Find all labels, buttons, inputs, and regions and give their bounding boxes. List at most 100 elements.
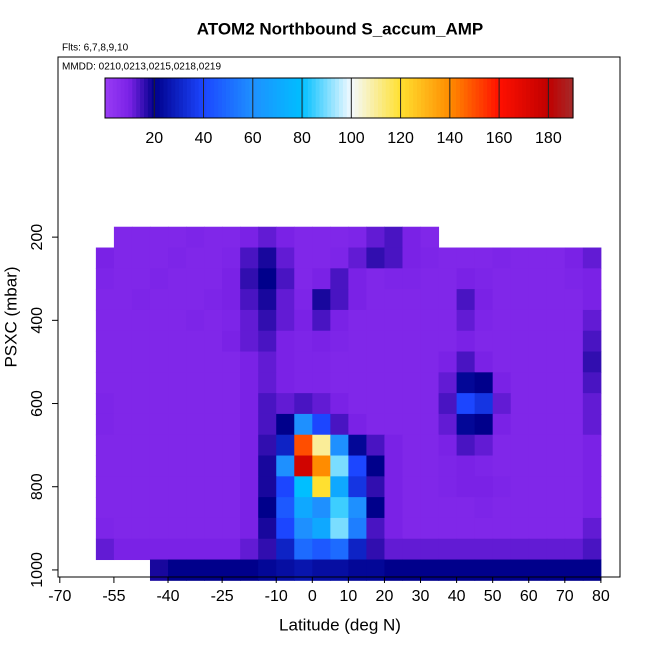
heatmap-cell	[384, 517, 403, 540]
colorbar-tick-label: 40	[195, 130, 213, 147]
colorbar-segment	[136, 78, 141, 118]
heatmap-cell	[582, 538, 602, 561]
colorbar-segment	[436, 78, 441, 118]
x-tick-label: -25	[211, 588, 234, 605]
colorbar-segment	[155, 78, 161, 118]
heatmap-cell	[240, 247, 259, 269]
heatmap-cell	[168, 226, 187, 249]
heatmap-cell	[276, 559, 295, 581]
heatmap-cell	[546, 559, 566, 581]
x-tick-label: -10	[265, 588, 288, 605]
heatmap-cell	[528, 247, 548, 269]
colorbar-segment	[541, 78, 547, 118]
heatmap-cell	[402, 247, 422, 269]
heatmap-cell	[186, 351, 205, 373]
colorbar-segment	[440, 78, 445, 118]
heatmap-cell	[510, 330, 530, 353]
heatmap-cell	[149, 455, 169, 477]
colorbar-segment	[276, 78, 282, 118]
heatmap-cell	[149, 309, 169, 332]
heatmap-cell	[312, 226, 331, 249]
heatmap-cell	[204, 351, 223, 373]
heatmap-cell	[546, 538, 566, 561]
heatmap-cell	[384, 434, 403, 457]
heatmap-cell	[330, 538, 349, 561]
heatmap-cell	[348, 247, 367, 269]
colorbar-segment	[565, 78, 570, 118]
heatmap-cell	[294, 538, 313, 561]
heatmap-cell	[546, 351, 566, 373]
heatmap-cell	[131, 309, 151, 332]
heatmap-cell	[546, 455, 566, 477]
heatmap-cell	[546, 330, 566, 353]
heatmap-cell	[564, 455, 584, 477]
heatmap-cell	[258, 351, 277, 373]
heatmap-cell	[222, 309, 241, 332]
heatmap-cell	[546, 413, 566, 436]
heatmap-cell	[402, 538, 422, 561]
x-tick-label: 30	[412, 588, 430, 605]
heatmap-cell	[456, 497, 476, 519]
colorbar-segment	[233, 78, 239, 118]
heatmap-cell	[456, 268, 476, 290]
heatmap-cell	[402, 268, 422, 290]
heatmap-cell	[438, 393, 458, 415]
colorbar-segment	[518, 78, 523, 118]
heatmap-cell	[131, 247, 151, 269]
heatmap-cell	[240, 538, 259, 561]
heatmap-cell	[528, 289, 548, 311]
heatmap-cell	[312, 247, 331, 269]
heatmap-cell	[222, 413, 241, 436]
heatmap-cell	[474, 247, 494, 269]
heatmap-cell	[95, 247, 115, 269]
heatmap-cell	[312, 351, 331, 373]
heatmap-cell	[95, 289, 115, 311]
colorbar-segment	[506, 78, 512, 118]
heatmap-cell	[186, 289, 205, 311]
heatmap-cell	[438, 247, 458, 269]
heatmap-cell	[222, 497, 241, 519]
heatmap-cell	[402, 330, 422, 353]
heatmap-cell	[131, 413, 151, 436]
heatmap-cell	[186, 309, 205, 332]
colorbar-segment	[530, 78, 535, 118]
heatmap-cell	[168, 393, 187, 415]
heatmap-cell	[186, 559, 205, 581]
heatmap-cell	[95, 268, 115, 290]
colorbar-segment	[175, 78, 180, 118]
heatmap-cell	[546, 247, 566, 269]
x-tick-label: 20	[376, 588, 394, 605]
heatmap-cell	[186, 413, 205, 436]
heatmap-cell	[546, 434, 566, 457]
heatmap-cell	[402, 413, 422, 436]
heatmap-cell	[546, 393, 566, 415]
heatmap-cell	[149, 538, 169, 561]
heatmap-cell	[564, 413, 584, 436]
colorbar-segment	[186, 78, 192, 118]
heatmap-cell	[294, 476, 313, 498]
colorbar-segment	[261, 78, 266, 118]
heatmap-cell	[294, 351, 313, 373]
heatmap-cell	[420, 559, 440, 581]
heatmap-cell	[95, 330, 115, 353]
heatmap-cell	[528, 393, 548, 415]
heatmap-cell	[95, 455, 115, 477]
heatmap-cell	[438, 434, 458, 457]
heatmap-cell	[222, 289, 241, 311]
colorbar-segment	[378, 78, 383, 118]
heatmap-cell	[402, 289, 422, 311]
heatmap-cell	[258, 455, 277, 477]
heatmap-cell	[131, 226, 151, 249]
heatmap-cell	[492, 413, 512, 436]
heatmap-cell	[510, 559, 530, 581]
colorbar-segment	[405, 78, 410, 118]
heatmap-cell	[474, 393, 494, 415]
y-tick-label: 1000	[29, 552, 46, 588]
heatmap-cell	[312, 434, 331, 457]
colorbar-segment	[327, 78, 332, 118]
heatmap-cell	[204, 455, 223, 477]
heatmap-cell	[330, 372, 349, 394]
heatmap-cell	[402, 434, 422, 457]
heatmap-cell	[510, 393, 530, 415]
heatmap-cell	[113, 538, 133, 561]
